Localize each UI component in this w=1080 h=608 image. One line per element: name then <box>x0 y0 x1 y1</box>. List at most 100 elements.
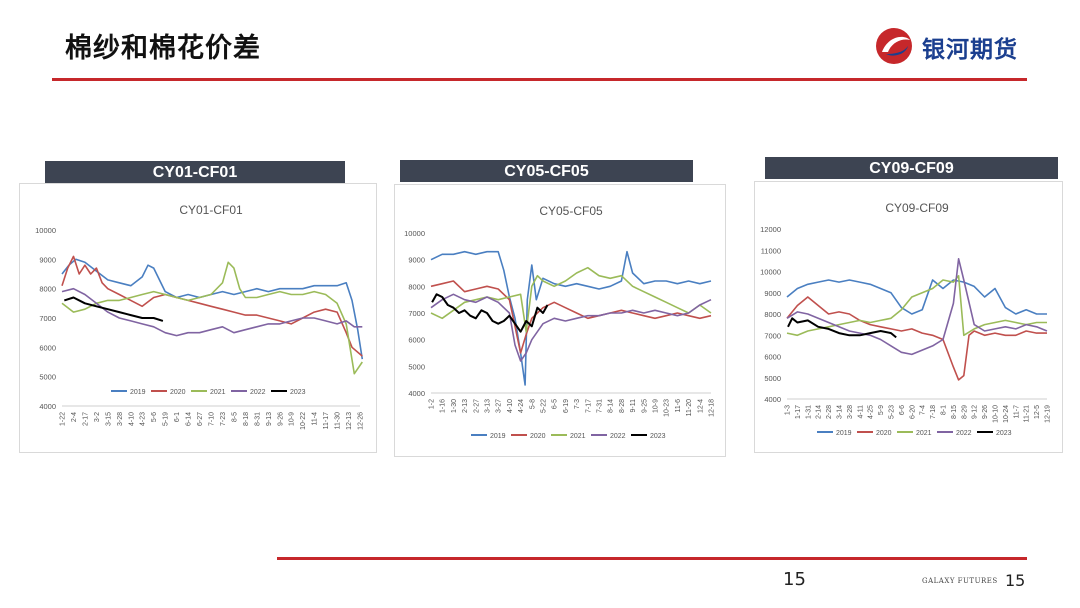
footer-divider <box>277 557 1027 560</box>
series-line-2020 <box>430 280 712 354</box>
x-tick-label: 6-27 <box>197 412 204 426</box>
x-tick-label: 1-22 <box>60 412 67 426</box>
legend-label-2023: 2023 <box>290 389 306 396</box>
x-tick-label: 9-26 <box>982 405 989 419</box>
series-line-2020 <box>61 255 363 357</box>
x-tick-label: 9-12 <box>972 405 979 419</box>
x-tick-label: 8-5 <box>231 412 238 422</box>
series-line-2020 <box>786 296 1047 381</box>
legend-label-2021: 2021 <box>916 430 932 437</box>
x-tick-label: 7-10 <box>209 412 216 426</box>
y-tick-label: 8000 <box>408 282 425 291</box>
x-tick-label: 1-3 <box>785 405 792 415</box>
x-tick-label: 2-28 <box>826 405 833 419</box>
chart-svg-cy01: CY01-CF01 4000 5000 6000 7000 8000 9000 10000 1-… <box>35 203 365 430</box>
y-tick-label: 9000 <box>39 255 56 264</box>
x-tick-label: 3-15 <box>105 412 112 426</box>
x-tick-label: 4-10 <box>507 399 514 413</box>
y-tick-label: 10000 <box>760 268 781 277</box>
legend-label-2021: 2021 <box>210 389 226 396</box>
y-tick-label: 6000 <box>764 353 781 362</box>
chart-cy09-cf09: CY09-CF09 4000 5000 6000 7000 8000 9000 10000 11… <box>754 181 1063 453</box>
x-tick-label: 8-15 <box>951 405 958 419</box>
chart-title: CY05-CF05 <box>539 204 603 218</box>
legend-label-2020: 2020 <box>530 433 546 440</box>
y-tick-label: 8000 <box>764 310 781 319</box>
y-tick-label: 4000 <box>764 395 781 404</box>
x-tick-label: 8-18 <box>243 412 250 426</box>
galaxy-logo-icon <box>876 28 912 64</box>
x-tick-label: 11-30 <box>335 412 342 429</box>
legend-label-2023: 2023 <box>650 433 666 440</box>
company-logo: 银河期货 <box>874 26 1034 66</box>
legend-label-2022: 2022 <box>610 433 626 440</box>
x-tick-label: 11-4 <box>312 412 319 426</box>
x-tick-label: 5-22 <box>541 399 548 413</box>
x-tick-label: 10-24 <box>1003 405 1010 423</box>
y-tick-label: 4000 <box>408 389 425 398</box>
panel-header-cy09: CY09-CF09 <box>765 157 1058 179</box>
x-tick-label: 4-23 <box>140 412 147 426</box>
x-tick-label: 6-19 <box>563 399 570 413</box>
x-tick-label: 1-17 <box>795 405 802 419</box>
legend-label-2020: 2020 <box>170 389 186 396</box>
x-tick-label: 9-26 <box>277 412 284 426</box>
x-tick-label: 4-24 <box>518 399 525 413</box>
y-tick-label: 9000 <box>408 256 425 265</box>
y-tick-label: 10000 <box>404 229 425 238</box>
x-tick-label: 7-23 <box>220 412 227 426</box>
chart-title: CY01-CF01 <box>179 203 243 217</box>
x-tick-label: 11-21 <box>1024 405 1031 422</box>
x-tick-label: 6-20 <box>909 405 916 419</box>
y-tick-label: 5000 <box>408 362 425 371</box>
brand-name: 银河期货 <box>922 37 1018 63</box>
x-tick-label: 11-20 <box>686 399 693 416</box>
chart-title: CY09-CF09 <box>885 201 949 215</box>
legend-label-2022: 2022 <box>956 430 972 437</box>
x-tick-label: 2-17 <box>82 412 89 426</box>
x-tick-label: 7-4 <box>920 405 927 415</box>
x-tick-label: 12-26 <box>358 412 365 430</box>
x-tick-label: 7-17 <box>585 399 592 413</box>
x-tick-label: 12-19 <box>1045 405 1052 423</box>
legend-label-2019: 2019 <box>130 389 146 396</box>
y-tick-label: 6000 <box>39 343 56 352</box>
series-line-2023 <box>63 296 164 322</box>
x-tick-label: 10-9 <box>653 399 660 413</box>
chart-svg-cy09: CY09-CF09 4000 5000 6000 7000 8000 9000 10000 11… <box>760 201 1052 437</box>
x-tick-label: 8-31 <box>254 412 261 426</box>
x-tick-label: 10-9 <box>289 412 296 426</box>
y-tick-label: 7000 <box>408 309 425 318</box>
footer-brand: GALAXY FUTURES <box>922 577 998 585</box>
x-tick-label: 6-1 <box>174 412 181 422</box>
series-line-2021 <box>430 266 712 333</box>
y-tick-label: 5000 <box>39 373 56 382</box>
y-tick-label: 10000 <box>35 226 56 235</box>
x-tick-label: 7-3 <box>574 399 581 409</box>
legend-label-2021: 2021 <box>570 433 586 440</box>
x-tick-label: 2-4 <box>71 412 78 422</box>
x-tick-label: 11-7 <box>1013 405 1020 419</box>
legend-label-2023: 2023 <box>996 430 1012 437</box>
y-tick-label: 7000 <box>764 331 781 340</box>
x-tick-label: 1-2 <box>429 399 436 409</box>
series-line-2023 <box>787 317 897 339</box>
x-tick-label: 8-1 <box>941 405 948 415</box>
x-tick-label: 1-16 <box>440 399 447 413</box>
x-tick-label: 4-10 <box>128 412 135 426</box>
x-tick-label: 6-14 <box>186 412 193 426</box>
y-tick-label: 7000 <box>39 314 56 323</box>
series-line-2023 <box>431 293 549 333</box>
panel-header-cy05: CY05-CF05 <box>400 160 693 182</box>
page-title: 棉纱和棉花价差 <box>65 33 261 64</box>
x-tick-label: 11-17 <box>323 412 330 429</box>
panel-header-cy01: CY01-CF01 <box>45 161 345 183</box>
y-tick-label: 11000 <box>761 246 781 255</box>
x-tick-label: 3-28 <box>117 412 124 426</box>
series-line-2022 <box>786 258 1048 356</box>
x-tick-label: 8-29 <box>961 405 968 419</box>
series-line-2022 <box>430 293 712 362</box>
x-tick-label: 8-28 <box>619 399 626 413</box>
x-tick-label: 12-18 <box>709 399 716 417</box>
y-tick-label: 6000 <box>408 336 425 345</box>
